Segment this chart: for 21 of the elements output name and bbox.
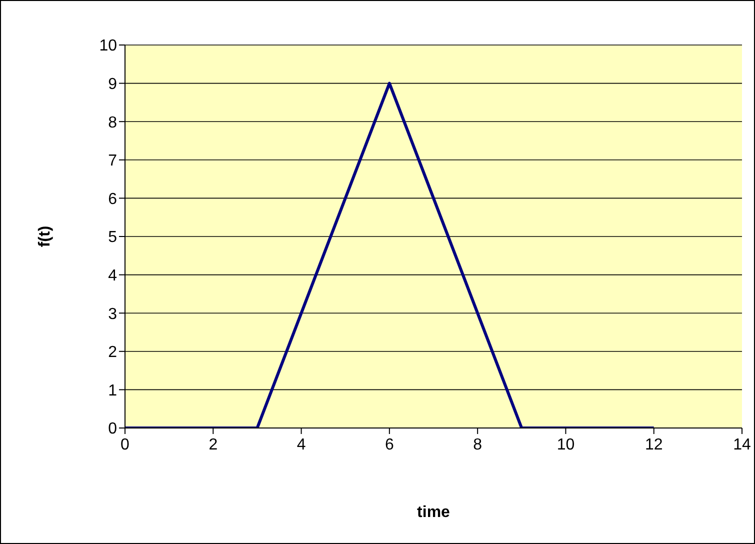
x-tick-label: 4 — [296, 436, 306, 454]
y-tick-label: 0 — [108, 420, 118, 438]
x-tick-label: 10 — [556, 436, 575, 454]
x-tick-label: 0 — [120, 436, 130, 454]
y-tick-label: 9 — [108, 76, 118, 93]
y-tick-label: 8 — [108, 114, 118, 132]
y-tick-label: 3 — [108, 306, 118, 323]
y-tick-label: 5 — [108, 229, 118, 246]
y-tick-label: 6 — [108, 190, 118, 208]
y-axis-title: f(t) — [36, 226, 54, 248]
y-tick-label: 2 — [108, 344, 118, 362]
y-tick-label: 10 — [99, 38, 118, 55]
x-axis-title: time — [417, 504, 450, 521]
x-tick-label: 14 — [733, 436, 751, 454]
y-tick-label: 7 — [108, 152, 118, 170]
x-tick-label: 6 — [384, 436, 394, 454]
x-tick-label: 2 — [208, 436, 218, 454]
y-tick-label: 1 — [108, 382, 118, 400]
x-tick-label: 12 — [644, 436, 663, 454]
y-tick-label: 4 — [108, 267, 118, 284]
x-tick-label: 8 — [473, 436, 482, 454]
